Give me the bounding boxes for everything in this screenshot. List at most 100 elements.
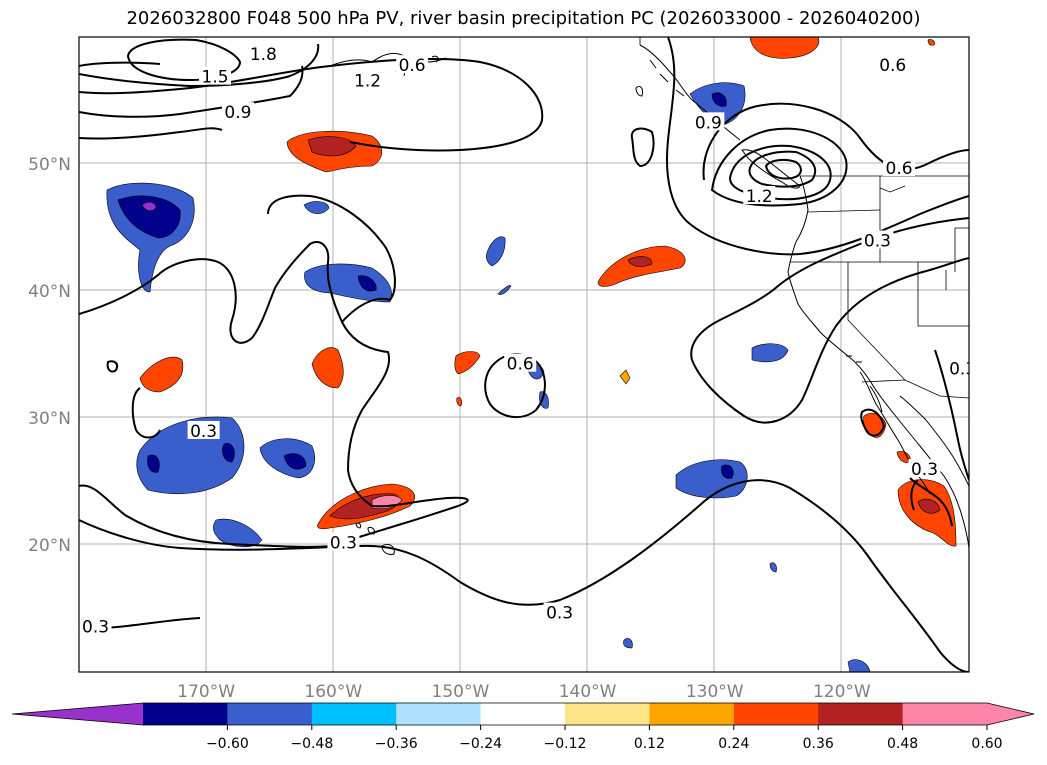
precip-blob-bc-core [711, 92, 727, 107]
contour-label-halo [876, 55, 909, 74]
contour-label: 0.9 [695, 113, 722, 133]
contour-label: 0.6 [399, 56, 426, 76]
precip-blob-168w-20n [213, 518, 263, 548]
contour-label-halo [247, 43, 280, 62]
contour-label-halo [743, 186, 776, 205]
pv-contour-06-east [690, 217, 969, 361]
precip-blob-131w-25n-core [721, 464, 734, 479]
pv-contour-03-canada [666, 37, 969, 256]
colorbar-segment [649, 703, 735, 725]
border-misc [879, 185, 947, 290]
precip-blob-165w-27n-core [283, 453, 307, 470]
precip-blob-137w-12n [623, 638, 633, 649]
contour-labels: 1.8 1.5 1.2 0.6 0.9 0.9 0.6 0.6 1.2 0.3 0.6 0.3 0.3 0… [79, 43, 969, 638]
pv-contour-03-sonora [909, 477, 953, 527]
precip-blob-114w-59n [927, 39, 935, 46]
pv-contour-03-swloop [131, 387, 161, 439]
lat-label: 30°N [28, 409, 71, 429]
lon-label: 150°W [432, 682, 490, 702]
coastline-hawaii-2 [381, 543, 395, 555]
precip-blob-139w-42n-core [627, 256, 653, 267]
contour-label-halo [861, 230, 894, 249]
pv-contour-18-nw [126, 38, 242, 82]
contour-label: 1.5 [202, 68, 229, 88]
pv-contour-03-mexico [860, 408, 886, 437]
contour-label: 1.2 [746, 187, 773, 207]
precip-blob-145w-39n [497, 285, 512, 295]
precip-blob-172w-33n [139, 356, 184, 393]
map-title: 2026032800 F048 500 hPa PV, river basin … [126, 8, 921, 29]
contour-label-halo [221, 102, 254, 121]
colorbar: −0.60 −0.48 −0.36 −0.24 −0.12 0.12 0.24 0.36 0.4… [11, 702, 1035, 752]
border-ca-nv [847, 262, 906, 381]
colorbar-tick-label: −0.12 [544, 736, 587, 752]
lon-label: 130°W [686, 682, 744, 702]
contour-label-halo [396, 55, 429, 74]
pv-contour-03-west-upper [267, 194, 396, 323]
precip-blob-nw-core [117, 195, 181, 239]
colorbar-tick-label: −0.36 [375, 736, 418, 752]
pv-contour-03-south [79, 479, 969, 672]
contour-label: 0.3 [864, 231, 891, 251]
border-nv-az [917, 262, 969, 327]
contour-label-halo [504, 353, 537, 372]
contour-label: 0.6 [886, 159, 913, 179]
contour-label-halo [199, 66, 232, 85]
contour-label-halo [187, 420, 220, 439]
precip-blob-137w-32n [619, 369, 631, 385]
pv-contour-06-low [702, 102, 969, 181]
contour-label-halo [351, 70, 384, 89]
lat-label: 40°N [28, 282, 71, 302]
lon-label: 120°W [813, 682, 871, 702]
pv-contours [79, 37, 969, 672]
pv-contour-03-east [691, 257, 969, 424]
border-wa-or [807, 209, 881, 213]
contour-label: 0.9 [224, 103, 251, 123]
precip-blob-sw-core2 [222, 442, 235, 463]
precip-blob-162w-47n [303, 201, 330, 214]
contour-label-halo [79, 616, 112, 635]
coastline-channel-islands [846, 355, 862, 363]
coastline-haida-gwaii [635, 85, 643, 97]
contour-label-halo [908, 459, 941, 478]
lon-label: 140°W [559, 682, 617, 702]
precip-blob-148w-43n [486, 236, 506, 267]
contour-label: 0.3 [546, 604, 573, 624]
contour-label: 0.6 [507, 355, 534, 375]
colorbar-extend-min [12, 703, 143, 725]
colorbar-tick-label: −0.60 [206, 736, 249, 752]
colorbar-tick-label: 0.48 [887, 736, 918, 752]
precip-blob-127w-36n [751, 343, 789, 363]
colorbar-tick-label: 0.12 [634, 736, 665, 752]
positive-precipitation-areas [139, 37, 957, 547]
lat-label: 50°N [28, 155, 71, 175]
colorbar-segment [480, 703, 566, 725]
colorbar-segment [143, 703, 228, 725]
contour-label-halo [946, 358, 969, 377]
pv-contour-small-oval [630, 127, 655, 168]
precip-blob-128w-59n [749, 37, 820, 59]
contour-label: 0.3 [190, 422, 217, 442]
colorbar-tick-label: −0.48 [290, 736, 333, 752]
contour-label: 1.8 [250, 45, 277, 65]
colorbar-segment [818, 703, 904, 725]
pv-contour-09-curl [79, 127, 223, 140]
contour-label: 0.3 [82, 618, 109, 638]
pv-contour-12-nw [79, 43, 320, 88]
precip-blob-nw-purple [141, 201, 157, 211]
pv-contour-03-gulf [910, 479, 919, 511]
colorbar-tick-label: 0.60 [971, 736, 1002, 752]
precip-blob-160w-51n-core [307, 136, 357, 157]
pv-contour-06-nw [79, 58, 544, 152]
precip-blob-sw-core1 [147, 454, 160, 473]
pv-contour-18-low [764, 158, 802, 180]
colorbar-tick-label: 0.36 [803, 736, 834, 752]
map-frame [78, 36, 970, 673]
precip-blob-159w-34n [311, 347, 344, 389]
pv-contour-03-small [106, 360, 118, 373]
precip-blob-121w-10n [847, 659, 871, 672]
precip-blob-150w-35n [454, 351, 481, 375]
colorbar-segment [311, 703, 397, 725]
precip-blob-160w-40n [304, 263, 392, 303]
